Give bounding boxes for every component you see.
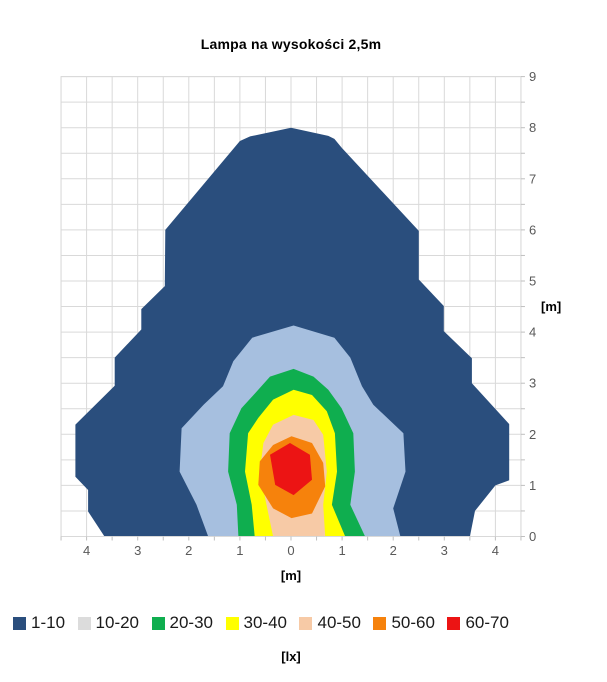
legend-item-label: 1-10 — [31, 613, 66, 632]
legend-item: 1-10 — [13, 613, 65, 633]
legend-swatch — [373, 616, 387, 630]
legend-swatch — [225, 616, 239, 630]
legend-item-label: 60-70 — [465, 613, 509, 632]
legend: 1-10 10-20 20-30 30-40 40-50 50-60 60-70 — [13, 613, 509, 633]
y-tick-label: 2 — [529, 427, 536, 442]
x-tick-label: 4 — [492, 543, 499, 558]
legend-swatch — [13, 616, 26, 630]
y-axis-unit-label: [m] — [541, 299, 562, 314]
y-tick-label: 4 — [529, 325, 536, 340]
legend-item: 50-60 — [373, 613, 435, 633]
y-tick-label: 3 — [529, 376, 536, 391]
legend-swatch — [77, 616, 91, 630]
legend-item-label: 50-60 — [391, 613, 435, 632]
y-tick-label: 6 — [529, 222, 536, 237]
x-tick-label: 0 — [287, 543, 294, 558]
x-tick-label: 1 — [338, 543, 345, 558]
x-tick-label: 2 — [390, 543, 397, 558]
legend-unit-label: [lx] — [281, 649, 301, 664]
y-tick-label: 8 — [529, 120, 536, 135]
legend-item-label: 40-50 — [317, 613, 361, 632]
contour-region-60-70 — [270, 443, 312, 496]
y-tick-label: 7 — [529, 171, 536, 186]
y-tick-label: 9 — [529, 69, 536, 84]
legend-item: 40-50 — [299, 613, 361, 633]
legend-swatch — [299, 616, 313, 630]
legend-item-label: 10-20 — [95, 613, 140, 632]
x-axis-unit-label: [m] — [280, 568, 302, 583]
legend-item: 60-70 — [447, 613, 509, 633]
y-tick-label: 1 — [529, 478, 536, 493]
x-tick-label: 3 — [134, 543, 141, 558]
legend-item-label: 30-40 — [243, 613, 287, 632]
x-tick-label: 1 — [236, 543, 243, 558]
legend-swatch — [447, 616, 461, 630]
y-tick-label: 0 — [529, 529, 536, 544]
x-tick-label: 4 — [83, 543, 90, 558]
legend-item-label: 20-30 — [169, 613, 213, 632]
legend-item: 30-40 — [225, 613, 287, 633]
legend-item: 10-20 — [77, 613, 140, 633]
legend-swatch — [151, 616, 165, 630]
x-tick-label: 3 — [441, 543, 448, 558]
x-tick-label: 2 — [185, 543, 192, 558]
y-tick-label: 5 — [529, 274, 536, 289]
chart-title: Lampa na wysokości 2,5m — [200, 36, 382, 52]
legend-item: 20-30 — [151, 613, 213, 633]
